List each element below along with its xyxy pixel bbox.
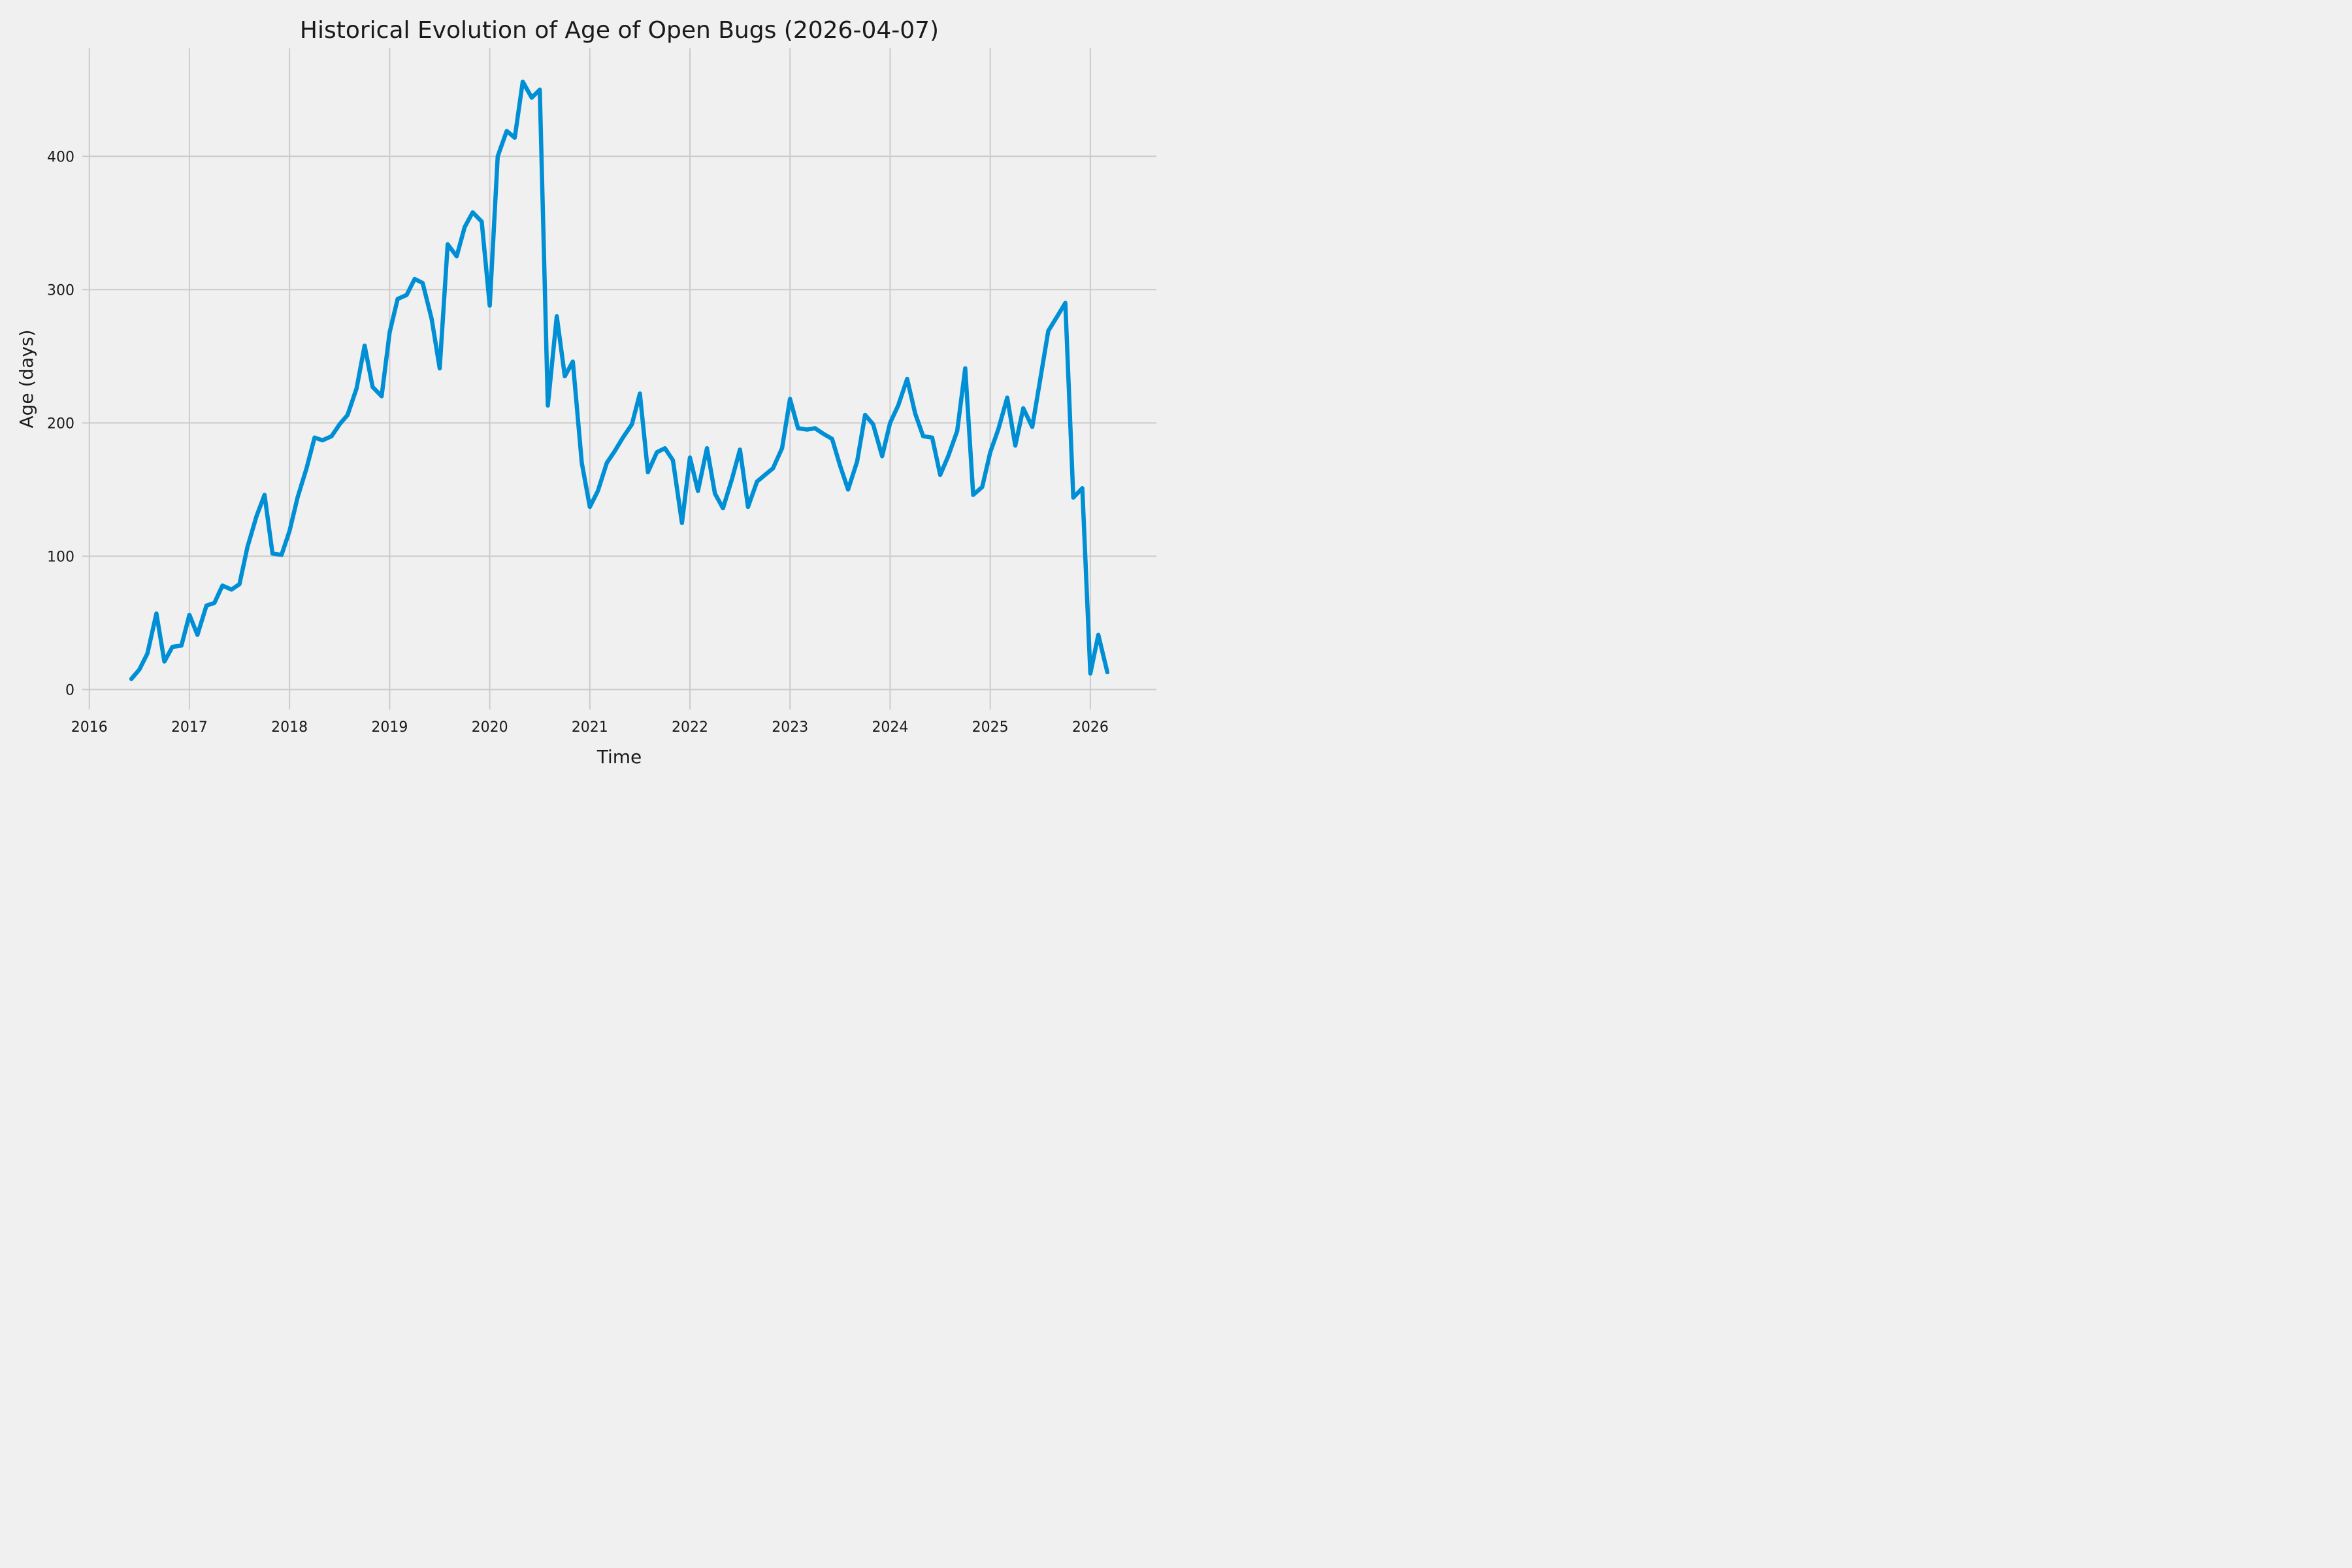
y-tick-label: 0 [65, 682, 74, 698]
x-tick-label: 2017 [171, 719, 208, 736]
series-lines [129, 79, 1110, 681]
x-tick-label: 2024 [872, 719, 908, 736]
x-tick-label: 2018 [271, 719, 308, 736]
y-tick-label: 200 [47, 416, 74, 432]
line-chart: 2016 2017 2018 2019 2020 2021 2022 2023 2024 2025… [16, 17, 1156, 768]
y-tick-label: 400 [47, 149, 74, 165]
x-tick-labels: 2016 2017 2018 2019 2020 2021 2022 2023 2024 2025… [71, 719, 1109, 736]
y-tick-label: 100 [47, 549, 74, 565]
x-tick-label: 2023 [772, 719, 808, 736]
x-tick-label: 2025 [972, 719, 1009, 736]
x-axis-label: Time [596, 746, 642, 768]
x-tick-label: 2021 [572, 719, 608, 736]
figure: 2016 2017 2018 2019 2020 2021 2022 2023 2024 2025… [0, 0, 1176, 784]
x-tick-label: 2026 [1072, 719, 1109, 736]
age-of-open-bugs-line [129, 79, 1110, 681]
y-axis-label: Age (days) [16, 330, 37, 429]
x-tick-label: 2019 [371, 719, 408, 736]
gridlines [82, 48, 1156, 710]
x-tick-label: 2020 [472, 719, 508, 736]
x-tick-label: 2022 [672, 719, 708, 736]
chart-title: Historical Evolution of Age of Open Bugs… [300, 17, 939, 44]
x-tick-label: 2016 [71, 719, 108, 736]
y-tick-label: 300 [47, 282, 74, 299]
y-tick-labels: 0 100 200 300 400 [47, 149, 74, 698]
